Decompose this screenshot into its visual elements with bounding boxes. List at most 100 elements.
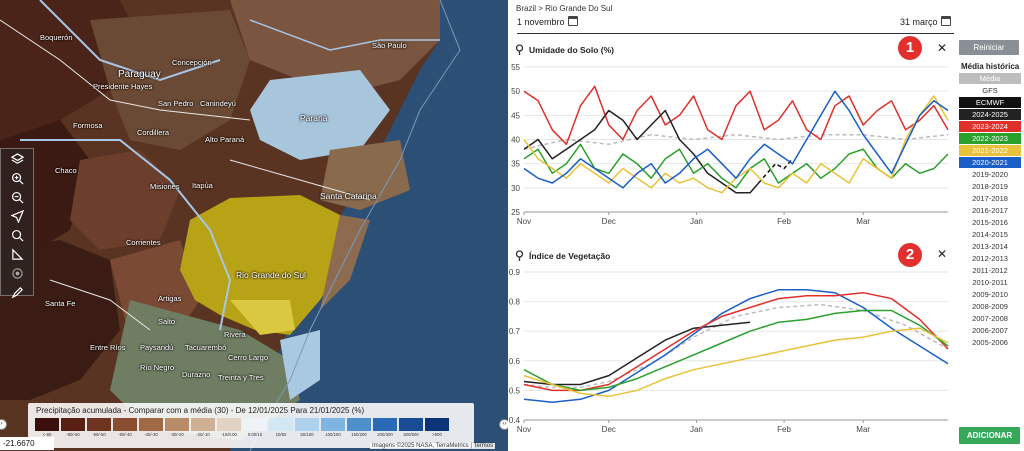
layers-icon[interactable] [6,150,28,168]
year-toggle[interactable]: 2011-2012 [972,266,1008,275]
locate-icon[interactable] [6,207,28,225]
legend-swatch [217,418,241,431]
year-toggle[interactable]: 2022-2023 [959,133,1021,144]
year-toggle[interactable]: 2013-2014 [972,242,1008,251]
year-toggle[interactable]: 2023-2024 [959,121,1021,132]
legend-swatch-label: -50/-40 [118,432,132,437]
legend-swatch-label: 100/150 [325,432,341,437]
year-toggle[interactable]: 2019-2020 [972,170,1008,179]
charts-canvas: 25 30 35 40 45 50 55 Nov Dec Jan Feb Mar 0.4 0.5 0.6 0.… [509,63,949,434]
year-toggle[interactable]: 2024-2025 [959,109,1021,120]
x-tick-label: Dec [602,425,616,434]
legend-swatch-label: <-80 [42,432,52,437]
x-tick-label: Jan [690,217,703,226]
map-label-rio-grande-do-sul: Rio Grande do Sul [236,270,306,280]
year-toggle[interactable]: 2012-2013 [972,254,1008,263]
y-tick-label: 0.5 [509,386,521,395]
map-attribution[interactable]: Imagens ©2025 NASA, TerraMetrics | Termo… [370,443,496,449]
legend-swatch [139,418,163,431]
legend-swatch-label: 0.00/10 [247,432,263,437]
measure-icon[interactable] [6,245,28,263]
map-background [0,0,508,451]
reset-button[interactable]: Reiniciar [959,40,1019,55]
start-date[interactable]: 1 novembro [517,16,578,27]
year-toggle[interactable]: 2015-2016 [972,218,1008,227]
legend-swatch-label: 50/100 [300,432,314,437]
close-icon[interactable]: ✕ [937,247,948,261]
year-toggle[interactable]: 2008-2009 [972,302,1008,311]
legend-swatch-label: -60/-50 [92,432,106,437]
search-icon[interactable] [6,226,28,244]
vegetation-index-title: Índice de Vegetação [529,251,611,261]
year-toggle[interactable]: 2020-2021 [959,157,1021,168]
year-toggle[interactable]: 2006-2007 [972,326,1008,335]
x-tick-label: Jan [690,425,703,434]
year-toggle[interactable]: 2017-2018 [972,194,1008,203]
year-toggle[interactable]: 2018-2019 [972,182,1008,191]
series-line-m-dia [523,303,949,389]
x-tick-label: Mar [856,425,870,434]
series-line-2021-2022 [523,327,949,398]
legend-swatch [35,418,59,431]
start-date-label: 1 novembro [517,17,565,27]
map-label-salto: Salto [158,317,176,326]
year-toggle[interactable]: GFS [982,86,998,95]
legend-swatch [425,418,449,431]
series-line-2023-2024 [523,291,949,392]
analysis-panel: Brazil > Rio Grande Do Sul 1 novembro 31… [508,0,1024,451]
legend-swatch [373,418,397,431]
year-toggle[interactable]: 2021-2022 [959,145,1021,156]
year-toggle[interactable]: 2010-2011 [972,278,1008,287]
legend-labels: <-80 -80/-60 -60/-50 -50/-40 -40/-30 -30/-20 -… [28,431,474,437]
pin-icon[interactable] [515,44,524,55]
year-toggle[interactable]: 2005-2006 [972,338,1008,347]
year-toggle[interactable]: 2014-2015 [972,230,1008,239]
map-label-tacuarembo: Tacuarembó [185,343,227,352]
map-label-boqueron: Boquerón [40,33,73,42]
breadcrumb[interactable]: Brazil > Rio Grande Do Sul [516,4,613,13]
y-tick-label: 0.6 [509,357,521,366]
calendar-icon[interactable] [940,16,951,26]
year-toggle[interactable]: ECMWF [959,97,1021,108]
collapse-left-handle[interactable]: › [0,419,7,430]
legend-swatch [87,418,111,431]
end-date[interactable]: 31 março [900,16,951,27]
map-label-paraguay: Paraguay [118,69,161,80]
legend-swatch-label: 10/50 [275,432,287,437]
legend-swatch-label: 150/200 [351,432,367,437]
date-range-slider[interactable] [517,33,954,34]
series-sidebar: Reiniciar Média histórica Média GFS ECMWF 2… [957,40,1021,348]
x-tick-label: Feb [777,217,791,226]
y-tick-label: 30 [511,184,520,193]
draw-icon[interactable] [6,283,28,301]
year-toggle[interactable]: 2009-2010 [972,290,1008,299]
pin-icon[interactable] [515,250,524,261]
panel-split-handle[interactable]: ‹› [499,419,508,430]
map-label-durazno: Durazno [182,370,211,379]
legend-swatch [191,418,215,431]
legend-swatch-label: -10/0.00 [221,432,237,437]
year-toggle[interactable]: Média [959,73,1021,84]
map-label-itapua: Itapúa [192,181,213,190]
add-button[interactable]: ADICIONAR [959,427,1020,444]
map-label-concepcion: Concepción [172,58,212,67]
zoom-in-icon[interactable] [6,169,28,187]
legend-swatch [321,418,345,431]
series-line-2023-2024 [523,85,949,146]
map-view[interactable]: Boquerón Paraguay Presidente Hayes Conce… [0,0,508,451]
y-tick-label: 40 [511,136,520,145]
calendar-icon[interactable] [567,16,578,26]
zoom-out-icon[interactable] [6,188,28,206]
year-toggle[interactable]: 2016-2017 [972,206,1008,215]
x-tick-label: Nov [517,217,531,226]
close-icon[interactable]: ✕ [937,41,948,55]
map-label-san-pedro: San Pedro [158,99,194,108]
historical-average-heading: Média histórica [961,62,1020,71]
legend-swatch-label: -40/-30 [144,432,158,437]
legend-swatch [243,418,267,431]
y-tick-label: 35 [511,160,520,169]
x-tick-label: Mar [856,217,870,226]
year-toggle[interactable]: 2007-2008 [972,314,1008,323]
map-label-treinta-y-tres: Treinta y Tres [218,373,264,382]
target-icon[interactable] [6,264,28,282]
